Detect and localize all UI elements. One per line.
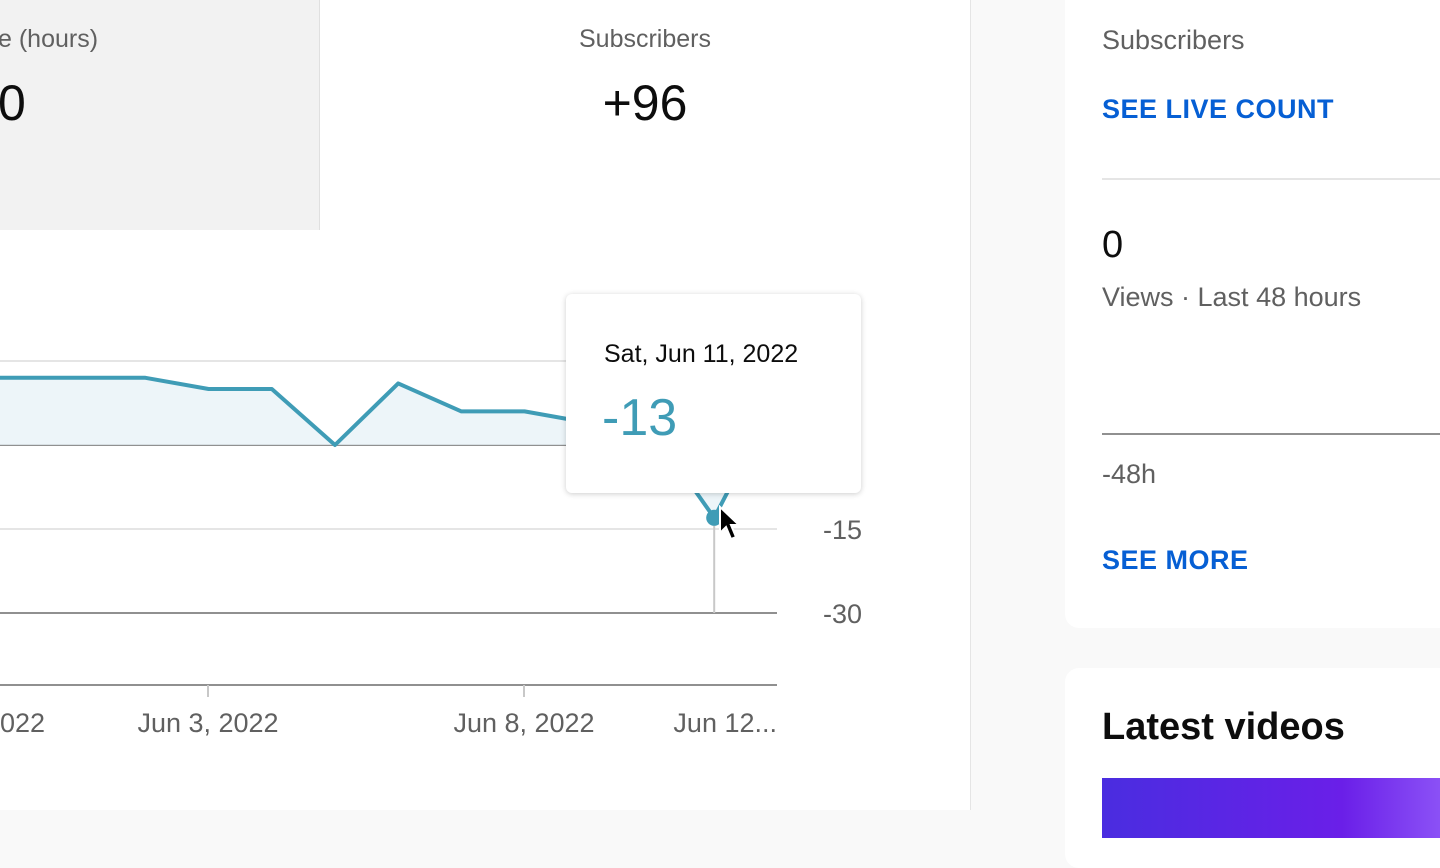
latest-videos-card: Latest videos [1065,668,1440,868]
mouse-cursor-icon [719,505,742,541]
views-label: Views · Last 48 hours [1102,282,1362,312]
analytics-panel: e (hours) 0 Subscribers +96 -15 -30 May 29… [0,0,971,810]
views-value: 0 [1102,224,1124,266]
metric-value: +96 [602,75,688,131]
see-more-link[interactable]: SEE MORE [1102,545,1249,575]
subscribers-label: Subscribers [1102,25,1245,55]
y-tick-label: -30 [823,599,862,629]
metric-value: 0 [0,75,26,131]
x-tick-label: Jun 3, 2022 [137,708,278,738]
y-tick-label: -15 [823,515,862,545]
latest-videos-title: Latest videos [1102,706,1345,748]
realtime-card: Subscribers SEE LIVE COUNT 0 Views · Las… [1065,0,1440,628]
x-tick-label: May 29, 2022 [0,708,45,738]
chart-area [0,377,738,518]
chart-tooltip: Sat, Jun 11, 2022 -13 [566,294,861,493]
tooltip-value: -13 [602,389,678,447]
see-live-count-link[interactable]: SEE LIVE COUNT [1102,94,1335,124]
x-tick-label: Jun 8, 2022 [453,708,594,738]
divider [1102,178,1440,180]
mini-chart-axis [1102,433,1440,435]
mini-chart-label: -48h [1102,459,1157,489]
metric-label: e (hours) [0,25,99,53]
data-point [706,509,723,526]
tooltip-date: Sat, Jun 11, 2022 [604,340,799,368]
metric-tab-watch-time[interactable]: e (hours) 0 [0,0,320,230]
x-tick-label: Jun 12... [673,708,777,738]
metric-tab-subscribers[interactable]: Subscribers +96 [320,0,970,230]
metric-label: Subscribers [579,25,711,53]
video-thumbnail[interactable] [1102,778,1440,838]
